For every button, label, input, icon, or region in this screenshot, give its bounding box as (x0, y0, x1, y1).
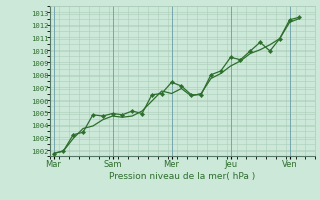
X-axis label: Pression niveau de la mer( hPa ): Pression niveau de la mer( hPa ) (109, 172, 256, 181)
